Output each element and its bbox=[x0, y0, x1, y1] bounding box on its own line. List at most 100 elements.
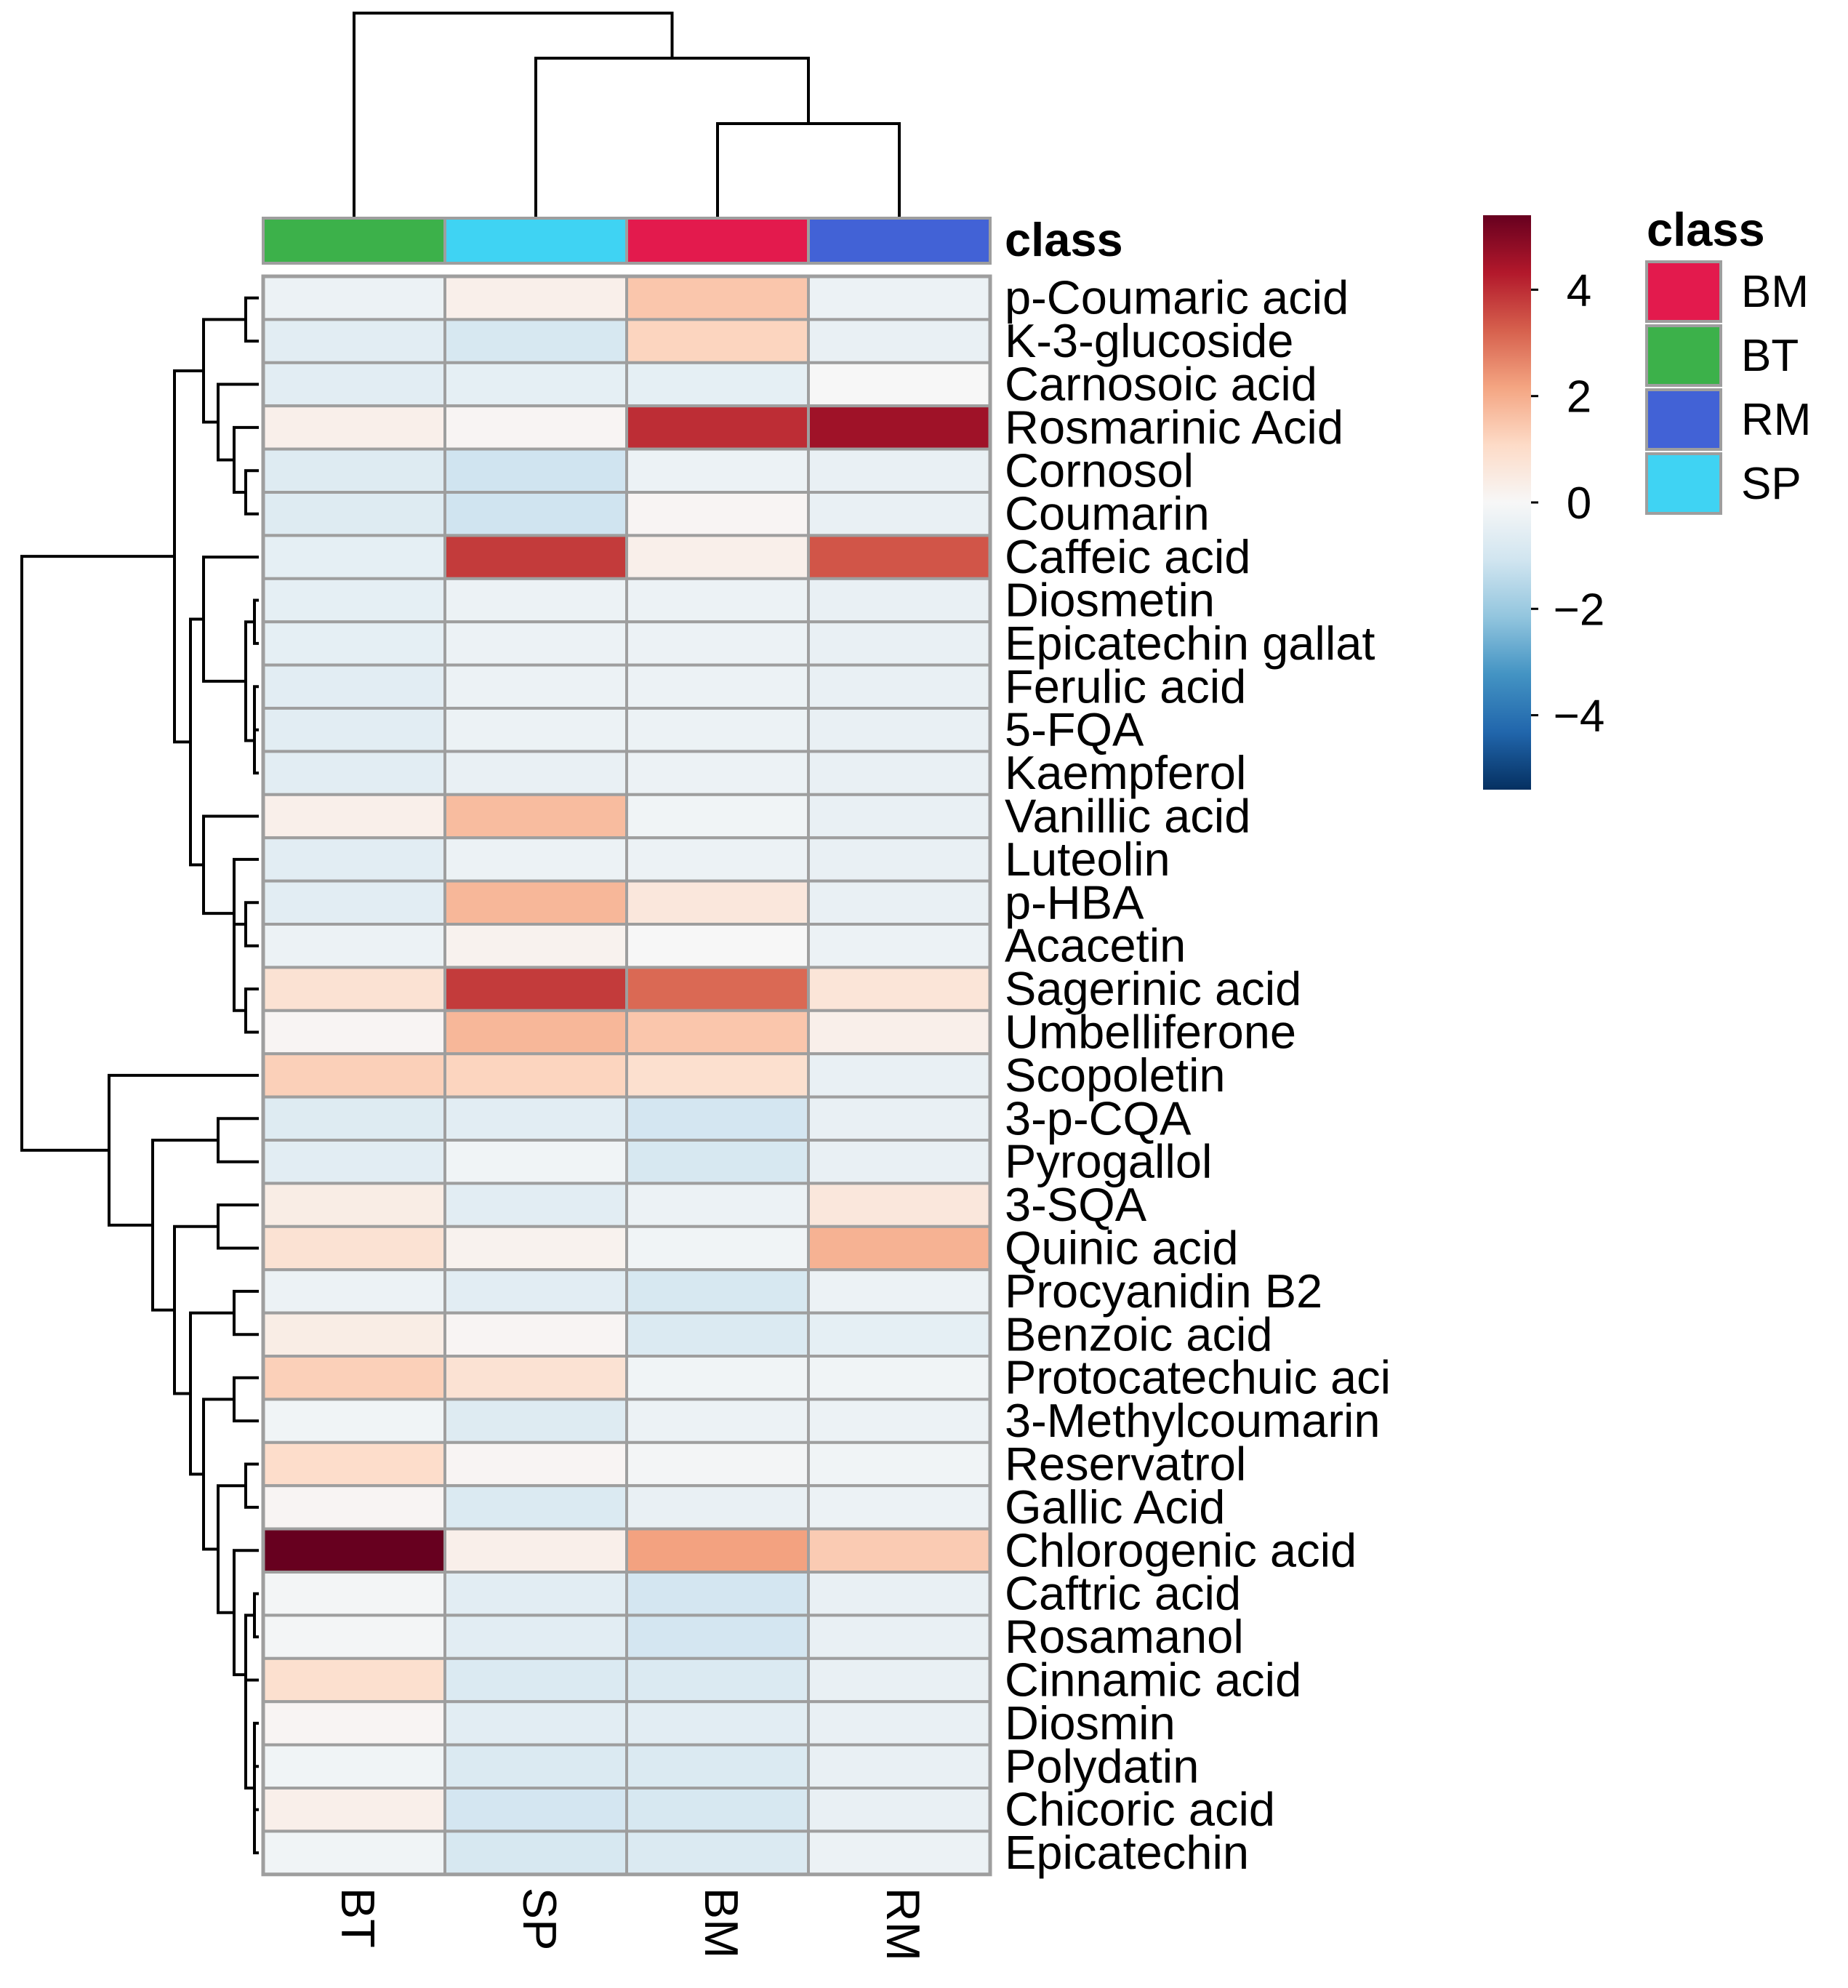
dendrogram-link bbox=[244, 1462, 259, 1509]
row-label: Rosamanol bbox=[1005, 1610, 1244, 1663]
row-label: Chlorogenic acid bbox=[1005, 1523, 1357, 1576]
heatmap-cell bbox=[443, 491, 628, 537]
heatmap-cell bbox=[807, 1268, 992, 1315]
heatmap-cell bbox=[262, 1440, 446, 1488]
heatmap-cell bbox=[262, 836, 446, 883]
color-scale-legend: 4 2 0 −2 −4 bbox=[1483, 215, 1604, 790]
class-annotation-bar bbox=[262, 217, 992, 265]
heatmap-cell bbox=[625, 1700, 810, 1747]
row-label: Cornosol bbox=[1005, 444, 1194, 497]
heatmap-cell bbox=[443, 793, 628, 840]
heatmap-cell bbox=[625, 966, 810, 1012]
legend-swatch bbox=[1645, 260, 1722, 323]
heatmap-cell bbox=[443, 1829, 628, 1876]
row-label: p-HBA bbox=[1005, 875, 1144, 929]
heatmap-cell bbox=[625, 1311, 810, 1358]
heatmap-cell bbox=[807, 1787, 992, 1833]
heatmap-cell bbox=[443, 1268, 628, 1315]
heatmap-cell bbox=[443, 1398, 628, 1444]
dendrogram-link bbox=[244, 469, 259, 516]
dendrogram-link bbox=[716, 122, 901, 217]
dendrogram-link bbox=[253, 1592, 259, 1639]
heatmap-cell bbox=[262, 966, 446, 1012]
heatmap-cell bbox=[625, 1009, 810, 1056]
row-label: Umbelliferone bbox=[1005, 1006, 1296, 1059]
row-dendrogram bbox=[20, 296, 259, 1855]
heatmap-cell bbox=[807, 1743, 992, 1790]
heatmap-cell bbox=[625, 793, 810, 840]
heatmap-cell bbox=[262, 1614, 446, 1660]
heatmap-cell bbox=[625, 750, 810, 796]
heatmap-cell bbox=[443, 1527, 628, 1574]
legend-entry-label: BT bbox=[1741, 331, 1799, 381]
heatmap-cell bbox=[262, 1656, 446, 1704]
heatmap-cell bbox=[625, 577, 810, 624]
row-label: Kaempferol bbox=[1005, 746, 1246, 799]
heatmap-cell bbox=[807, 793, 992, 840]
heatmap-cell bbox=[443, 1225, 628, 1272]
legend-entry-label: RM bbox=[1741, 395, 1811, 445]
heatmap-cell bbox=[443, 1139, 628, 1185]
dendrogram-link bbox=[233, 1289, 259, 1336]
heatmap-cell bbox=[807, 1484, 992, 1531]
heatmap-cell bbox=[443, 404, 628, 451]
heatmap-cell bbox=[443, 620, 628, 667]
heatmap-cell bbox=[807, 534, 992, 580]
row-label: Reservatrol bbox=[1005, 1438, 1246, 1491]
heatmap-cell bbox=[262, 1268, 446, 1315]
heatmap-cell bbox=[443, 1571, 628, 1617]
heatmap-cell bbox=[807, 1398, 992, 1444]
row-label: Sagerinic acid bbox=[1005, 962, 1301, 1015]
dendrogram-link bbox=[217, 1117, 259, 1163]
row-label: Ferulic acid bbox=[1005, 660, 1246, 713]
dendrogram-link bbox=[233, 923, 246, 1012]
heatmap-cell bbox=[807, 1009, 992, 1056]
heatmap-cell bbox=[625, 1095, 810, 1142]
row-label: Chicoric acid bbox=[1005, 1783, 1275, 1836]
heatmap-cell bbox=[807, 577, 992, 624]
heatmap-cell bbox=[443, 1700, 628, 1747]
dendrogram-link bbox=[189, 617, 204, 867]
legend-swatch bbox=[1645, 452, 1722, 515]
heatmap-cell bbox=[807, 923, 992, 969]
heatmap-cell bbox=[625, 275, 810, 321]
row-label: Pyrogallol bbox=[1005, 1135, 1212, 1188]
row-label: Diosmetin bbox=[1005, 574, 1215, 627]
row-label: 3-p-CQA bbox=[1005, 1091, 1192, 1145]
heatmap-cell bbox=[625, 1355, 810, 1401]
heatmap-cell bbox=[625, 1139, 810, 1185]
heatmap-cell bbox=[262, 663, 446, 710]
dendrogram-link bbox=[353, 12, 674, 217]
heatmap-cell bbox=[807, 707, 992, 753]
row-label: Caftric acid bbox=[1005, 1567, 1241, 1620]
heatmap-cell bbox=[807, 447, 992, 494]
row-label: p-Coumaric acid bbox=[1005, 271, 1349, 324]
heatmap-cell bbox=[262, 1527, 446, 1574]
color-scale-tick-label: 2 bbox=[1567, 372, 1591, 422]
heatmap-cell bbox=[443, 577, 628, 624]
heatmap-cell bbox=[625, 1398, 810, 1444]
row-label: Carnosoic acid bbox=[1005, 358, 1317, 411]
row-label: Coumarin bbox=[1005, 487, 1210, 540]
heatmap-cell bbox=[807, 750, 992, 796]
heatmap-cell bbox=[625, 1052, 810, 1099]
heatmap-cell bbox=[262, 1700, 446, 1747]
heatmap-cell bbox=[262, 1095, 446, 1142]
dendrogram-link bbox=[108, 1073, 259, 1227]
class-annotation-label: class bbox=[1005, 213, 1123, 266]
row-label: Quinic acid bbox=[1005, 1222, 1239, 1275]
heatmap-cell bbox=[262, 1311, 446, 1358]
heatmap-cell bbox=[262, 707, 446, 753]
dendrogram-link bbox=[217, 382, 259, 462]
legend-swatch bbox=[1645, 324, 1722, 387]
heatmap-cell bbox=[262, 879, 446, 926]
heatmap-cell bbox=[807, 1829, 992, 1876]
heatmap-cell bbox=[807, 1571, 992, 1617]
heatmap-cell bbox=[443, 707, 628, 753]
row-label: Protocatechuic aci bbox=[1005, 1351, 1391, 1404]
heatmap-cell bbox=[807, 1311, 992, 1358]
heatmap-cell bbox=[443, 836, 628, 883]
row-label: Epicatechin gallat bbox=[1005, 617, 1375, 670]
heatmap-cell bbox=[262, 1484, 446, 1531]
